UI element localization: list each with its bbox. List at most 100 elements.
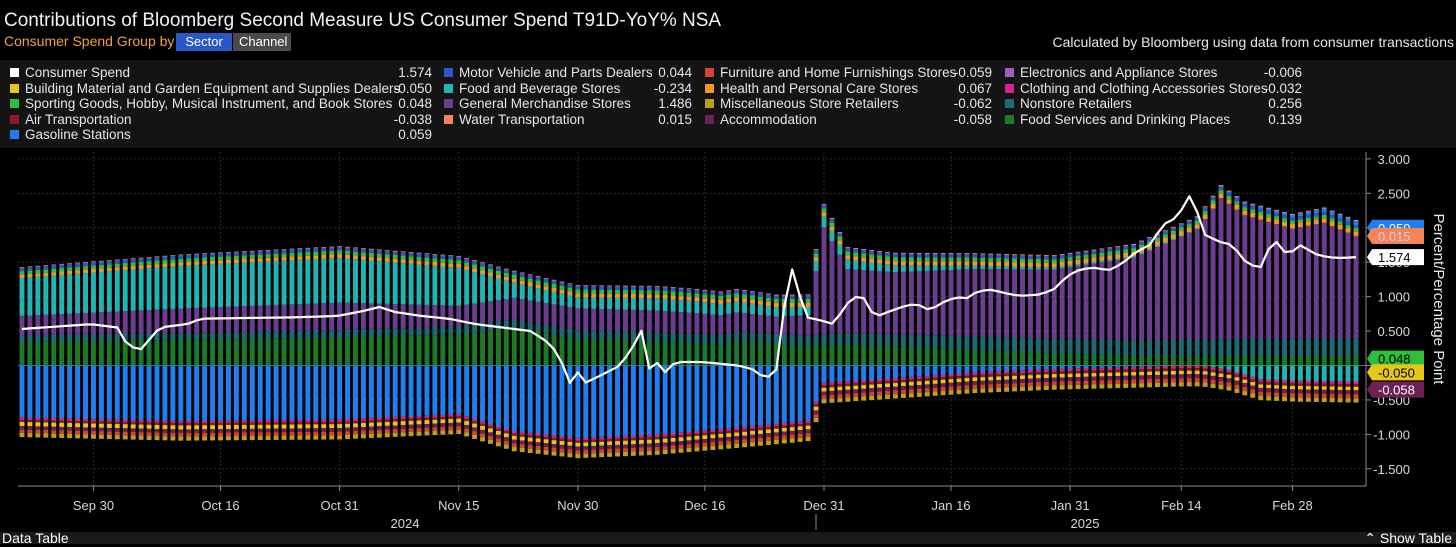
bar-segment bbox=[440, 365, 446, 415]
bar-segment bbox=[940, 261, 946, 266]
bar-segment bbox=[956, 265, 962, 270]
legend-item[interactable]: Clothing and Clothing Accessories Stores… bbox=[1005, 81, 1302, 96]
bar-segment bbox=[83, 419, 88, 422]
bar-segment bbox=[773, 428, 779, 433]
legend-item[interactable]: Sporting Goods, Hobby, Musical Instrumen… bbox=[10, 96, 432, 111]
bar-segment bbox=[900, 389, 906, 394]
legend-item[interactable]: Accommodation -0.058 bbox=[705, 112, 992, 127]
bar-segment bbox=[750, 426, 755, 429]
legend-item[interactable]: Building Material and Garden Equipment a… bbox=[10, 81, 432, 96]
bar-segment bbox=[519, 272, 525, 274]
bar-segment bbox=[615, 286, 620, 290]
bar-segment bbox=[956, 365, 962, 374]
bar-segment bbox=[67, 270, 73, 275]
bar-segment bbox=[1035, 254, 1041, 256]
legend-item[interactable]: Consumer Spend 1.574 bbox=[10, 65, 432, 80]
legend-item[interactable]: Motor Vehicle and Parts Dealers 0.044 bbox=[444, 65, 692, 80]
bar-segment bbox=[1155, 237, 1160, 242]
legend-label: Sporting Goods, Hobby, Musical Instrumen… bbox=[25, 96, 393, 111]
bar-segment bbox=[1004, 383, 1010, 388]
bar-segment bbox=[27, 266, 33, 268]
bar-segment bbox=[376, 303, 382, 329]
bar-segment bbox=[1020, 255, 1025, 259]
legend-item[interactable]: Electronics and Appliance Stores -0.006 bbox=[1005, 65, 1302, 80]
bar-segment bbox=[1178, 365, 1184, 367]
bar-segment bbox=[218, 307, 223, 333]
bar-segment bbox=[360, 426, 366, 431]
sector-button[interactable]: Sector bbox=[176, 33, 232, 51]
bar-segment bbox=[1162, 243, 1168, 340]
bar-segment bbox=[1186, 224, 1192, 228]
bar-segment bbox=[956, 349, 962, 366]
bar-segment bbox=[845, 386, 851, 390]
bar-segment bbox=[337, 337, 343, 366]
bar-segment bbox=[43, 265, 49, 266]
bar-segment bbox=[1305, 383, 1311, 387]
legend-item[interactable]: Furniture and Home Furnishings Stores -0.… bbox=[705, 65, 992, 80]
bar-segment bbox=[289, 249, 295, 253]
bar-segment bbox=[1075, 265, 1081, 339]
bar-segment bbox=[1059, 254, 1065, 259]
channel-button[interactable]: Channel bbox=[233, 33, 291, 51]
bar-segment bbox=[345, 302, 351, 330]
bar-segment bbox=[408, 260, 414, 264]
bar-segment bbox=[1290, 228, 1295, 339]
bar-segment bbox=[202, 261, 208, 265]
bar-segment bbox=[599, 330, 605, 340]
bar-segment bbox=[678, 434, 684, 438]
bar-segment bbox=[591, 293, 597, 298]
bar-segment bbox=[583, 289, 589, 294]
bar-segment bbox=[265, 428, 271, 433]
bar-segment bbox=[972, 265, 978, 270]
bar-segment bbox=[376, 253, 382, 258]
bar-segment bbox=[1274, 213, 1280, 217]
bar-segment bbox=[59, 422, 65, 427]
legend-item[interactable]: Health and Personal Care Stores 0.067 bbox=[705, 81, 992, 96]
bar-segment bbox=[1035, 267, 1041, 270]
legend-item[interactable]: Gasoline Stations 0.059 bbox=[10, 127, 432, 142]
legend-item[interactable]: Miscellaneous Store Retailers -0.062 bbox=[705, 96, 992, 111]
bar-segment bbox=[853, 381, 859, 384]
bar-segment bbox=[781, 425, 787, 428]
group-by-label: Consumer Spend Group by bbox=[4, 33, 175, 49]
bar-segment bbox=[440, 326, 446, 335]
legend-item[interactable]: Air Transportation -0.038 bbox=[10, 112, 432, 127]
bar-segment bbox=[1004, 373, 1010, 377]
legend-item[interactable]: Food Services and Drinking Places 0.139 bbox=[1005, 112, 1302, 127]
value-badge bbox=[1367, 381, 1424, 398]
bar-segment bbox=[765, 294, 771, 298]
bar-segment bbox=[1202, 368, 1208, 372]
bar-segment bbox=[1051, 269, 1057, 339]
legend-item[interactable]: Nonstore Retailers 0.256 bbox=[1005, 96, 1302, 111]
bar-segment bbox=[972, 384, 978, 389]
bar-segment bbox=[694, 430, 700, 432]
bar-segment bbox=[1099, 368, 1105, 371]
bar-segment bbox=[440, 255, 446, 259]
bar-segment bbox=[456, 414, 462, 417]
bar-segment bbox=[1107, 372, 1113, 377]
bar-segment bbox=[781, 334, 787, 345]
bar-segment bbox=[1091, 263, 1097, 340]
bar-segment bbox=[662, 298, 668, 312]
bar-segment bbox=[353, 423, 358, 428]
bar-segment bbox=[1083, 258, 1089, 263]
bar-segment bbox=[924, 392, 930, 397]
bar-segment bbox=[1321, 365, 1327, 382]
bar-segment bbox=[559, 327, 565, 337]
bar-segment bbox=[194, 421, 200, 424]
bar-segment bbox=[75, 270, 81, 274]
bar-segment bbox=[845, 365, 851, 382]
bar-segment bbox=[1297, 389, 1303, 394]
bar-segment bbox=[702, 435, 708, 440]
legend-item[interactable]: Food and Beverage Stores -0.234 bbox=[444, 81, 692, 96]
bar-segment bbox=[567, 287, 573, 292]
bar-segment bbox=[146, 340, 152, 366]
bar-segment bbox=[1139, 252, 1145, 255]
legend-item[interactable]: Water Transportation 0.015 bbox=[444, 112, 692, 127]
legend-item[interactable]: General Merchandise Stores 1.486 bbox=[444, 96, 692, 111]
bar-segment bbox=[996, 376, 1002, 381]
show-table-button[interactable]: ⌃ Show Table bbox=[1364, 530, 1452, 546]
legend-swatch bbox=[10, 130, 19, 139]
bar-segment bbox=[59, 417, 65, 419]
bar-segment bbox=[1075, 365, 1081, 369]
